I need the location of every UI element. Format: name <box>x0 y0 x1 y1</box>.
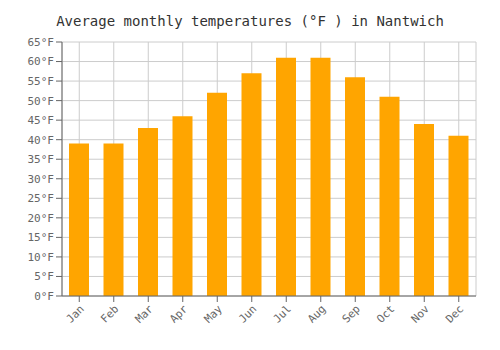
svg-text:65°F: 65°F <box>28 36 55 49</box>
svg-text:Oct: Oct <box>374 302 397 325</box>
svg-text:Jan: Jan <box>64 302 87 325</box>
svg-text:15°F: 15°F <box>28 231 55 244</box>
svg-text:5°F: 5°F <box>34 270 54 283</box>
svg-text:Feb: Feb <box>98 302 121 325</box>
svg-text:Mar: Mar <box>133 302 157 326</box>
svg-text:40°F: 40°F <box>28 134 55 147</box>
svg-text:Aug: Aug <box>305 302 328 325</box>
svg-text:May: May <box>202 302 226 326</box>
svg-text:Sep: Sep <box>340 302 363 325</box>
svg-text:35°F: 35°F <box>28 153 55 166</box>
svg-text:Jul: Jul <box>271 302 294 325</box>
svg-text:55°F: 55°F <box>28 75 55 88</box>
svg-text:Jun: Jun <box>236 302 259 325</box>
svg-text:50°F: 50°F <box>28 95 55 108</box>
svg-text:30°F: 30°F <box>28 173 55 186</box>
svg-text:0°F: 0°F <box>34 290 54 303</box>
svg-text:Dec: Dec <box>443 302 466 325</box>
html-text:Average monthly temperatures (: Average monthly temperatures (°F ) in Na… <box>56 13 444 29</box>
svg-text:20°F: 20°F <box>28 212 55 225</box>
svg-text:45°F: 45°F <box>28 114 55 127</box>
svg-text:10°F: 10°F <box>28 251 55 264</box>
svg-text:25°F: 25°F <box>28 192 55 205</box>
svg-text:Nov: Nov <box>409 302 433 326</box>
svg-text:60°F: 60°F <box>28 55 55 68</box>
svg-text:Apr: Apr <box>167 302 191 326</box>
